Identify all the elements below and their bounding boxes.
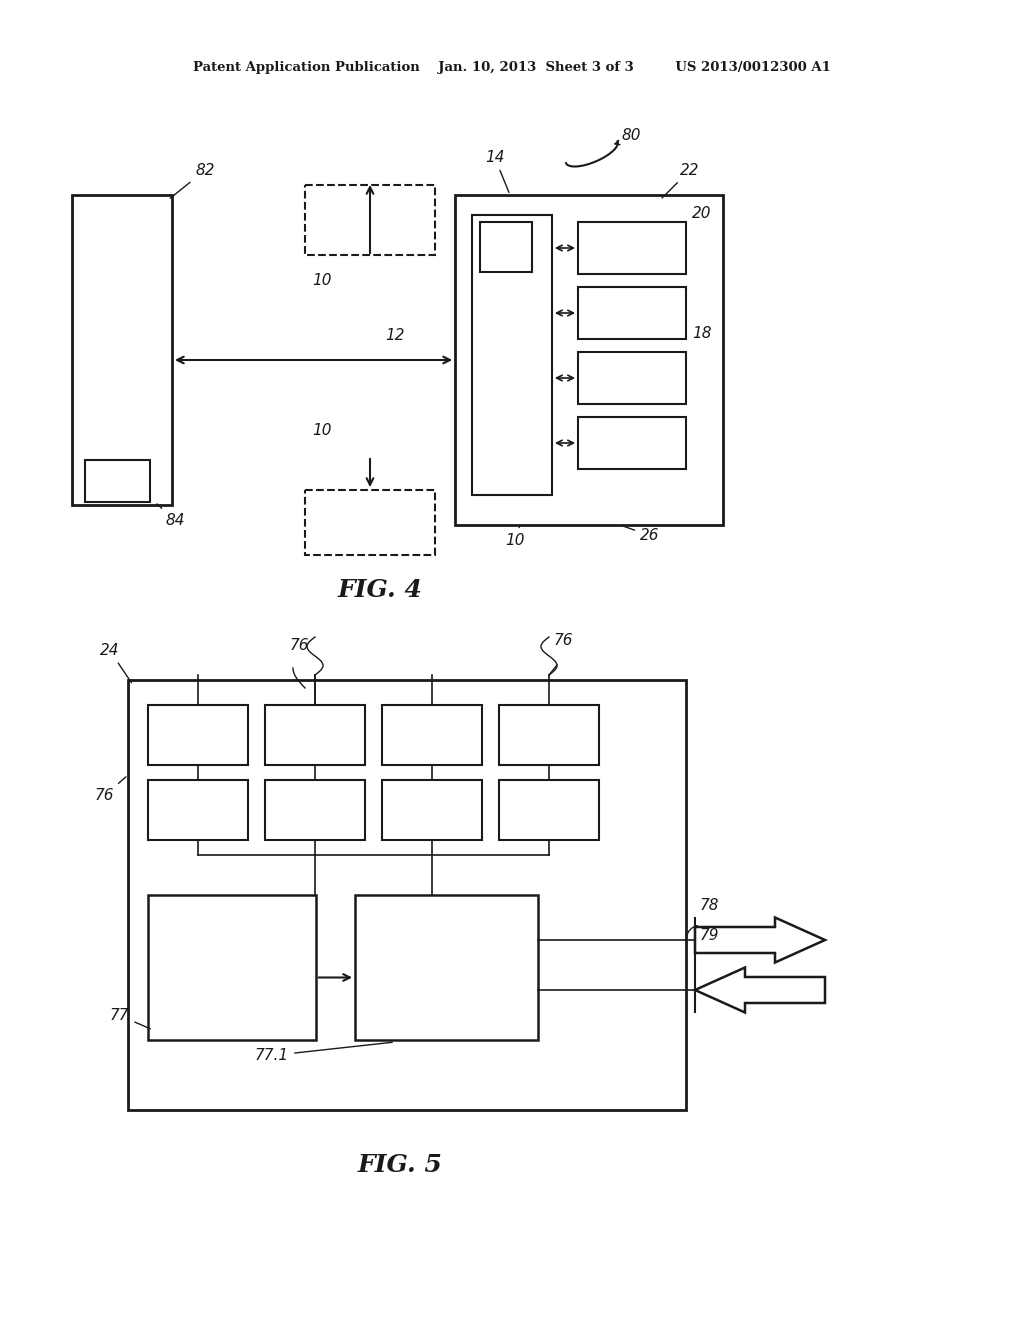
Bar: [578, 222, 686, 275]
Text: 12: 12: [385, 327, 404, 343]
Text: 18: 18: [692, 326, 712, 341]
Bar: [85, 459, 150, 502]
Bar: [499, 705, 599, 766]
Bar: [305, 185, 435, 255]
Text: 10: 10: [505, 525, 524, 548]
Text: 77.1: 77.1: [255, 1043, 392, 1063]
Text: 76: 76: [95, 777, 126, 803]
Bar: [578, 286, 686, 339]
Bar: [265, 780, 365, 840]
Bar: [472, 215, 552, 495]
Bar: [148, 780, 248, 840]
Bar: [480, 222, 532, 272]
Polygon shape: [695, 917, 825, 962]
Bar: [382, 780, 482, 840]
Text: Patent Application Publication    Jan. 10, 2013  Sheet 3 of 3         US 2013/00: Patent Application Publication Jan. 10, …: [194, 62, 830, 74]
Text: 10: 10: [312, 273, 332, 288]
Text: 79: 79: [700, 928, 720, 942]
Text: 84: 84: [157, 504, 184, 528]
Bar: [499, 780, 599, 840]
Text: 26: 26: [623, 525, 659, 543]
Text: 20: 20: [692, 206, 712, 220]
Text: 82: 82: [170, 162, 214, 198]
Text: 80: 80: [622, 128, 641, 143]
Bar: [578, 352, 686, 404]
Text: FIG. 4: FIG. 4: [338, 578, 423, 602]
Bar: [72, 195, 172, 506]
Bar: [148, 705, 248, 766]
Text: 76: 76: [554, 634, 573, 648]
Bar: [265, 705, 365, 766]
Text: 77: 77: [110, 1008, 151, 1028]
Bar: [455, 195, 723, 525]
Bar: [355, 895, 538, 1040]
Text: 24: 24: [100, 643, 131, 682]
Text: 78: 78: [700, 898, 720, 913]
Text: 10: 10: [312, 422, 332, 438]
Bar: [382, 705, 482, 766]
Text: 76: 76: [290, 638, 309, 653]
Text: 14: 14: [485, 150, 509, 193]
Bar: [148, 895, 316, 1040]
Text: FIG. 5: FIG. 5: [357, 1152, 442, 1177]
Bar: [305, 490, 435, 554]
Bar: [128, 680, 686, 1110]
Polygon shape: [695, 968, 825, 1012]
Bar: [578, 417, 686, 469]
Text: 22: 22: [662, 162, 699, 198]
